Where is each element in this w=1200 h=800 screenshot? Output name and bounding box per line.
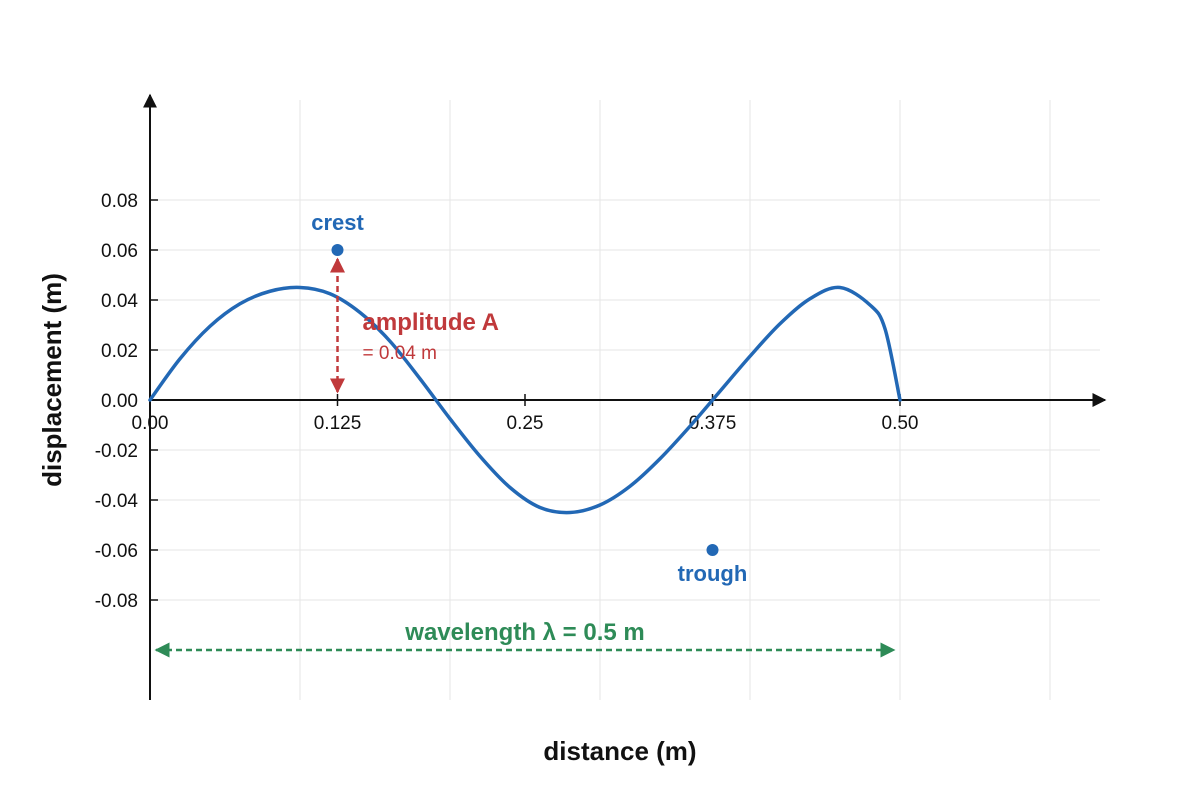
crest-label: crest: [311, 210, 364, 235]
annotations: crest trough amplitude A = 0.04 m wavelength…: [154, 210, 896, 658]
y-tick-label: 0.04: [101, 291, 138, 312]
x-axis-title: distance (m): [543, 736, 696, 766]
y-tick-label: 0.06: [101, 241, 138, 262]
wave-line-0: [148, 285, 902, 515]
x-tick-label: 0.125: [314, 413, 362, 434]
trough-label: trough: [678, 561, 748, 586]
amplitude-label: amplitude A: [363, 309, 499, 336]
y-tick-label: -0.06: [95, 541, 138, 562]
crest-point: [331, 244, 344, 256]
wavelength-label: wavelength λ = 0.5 m: [404, 619, 644, 646]
tick-marks: 0.08 0.06 0.04 0.02 0.00 -0.02 -0.04 -0.06 -0.08…: [95, 191, 919, 612]
y-tick-label: -0.08: [95, 591, 138, 612]
x-tick-label: 0.00: [132, 413, 169, 434]
y-tick-label: -0.04: [95, 491, 139, 512]
y-tick-label: 0.08: [101, 191, 138, 212]
amplitude-value-label: = 0.04 m: [363, 343, 437, 364]
series-layer: [148, 285, 902, 515]
trough-point: [706, 544, 719, 556]
y-axis-title: displacement (m): [37, 273, 67, 487]
x-tick-label: 0.50: [882, 413, 919, 434]
y-tick-label: -0.02: [95, 441, 138, 462]
axes: [143, 93, 1107, 700]
y-tick-label: 0.02: [101, 341, 138, 362]
x-tick-label: 0.375: [689, 413, 737, 434]
y-tick-label: 0.00: [101, 391, 138, 412]
x-tick-label: 0.25: [507, 413, 544, 434]
